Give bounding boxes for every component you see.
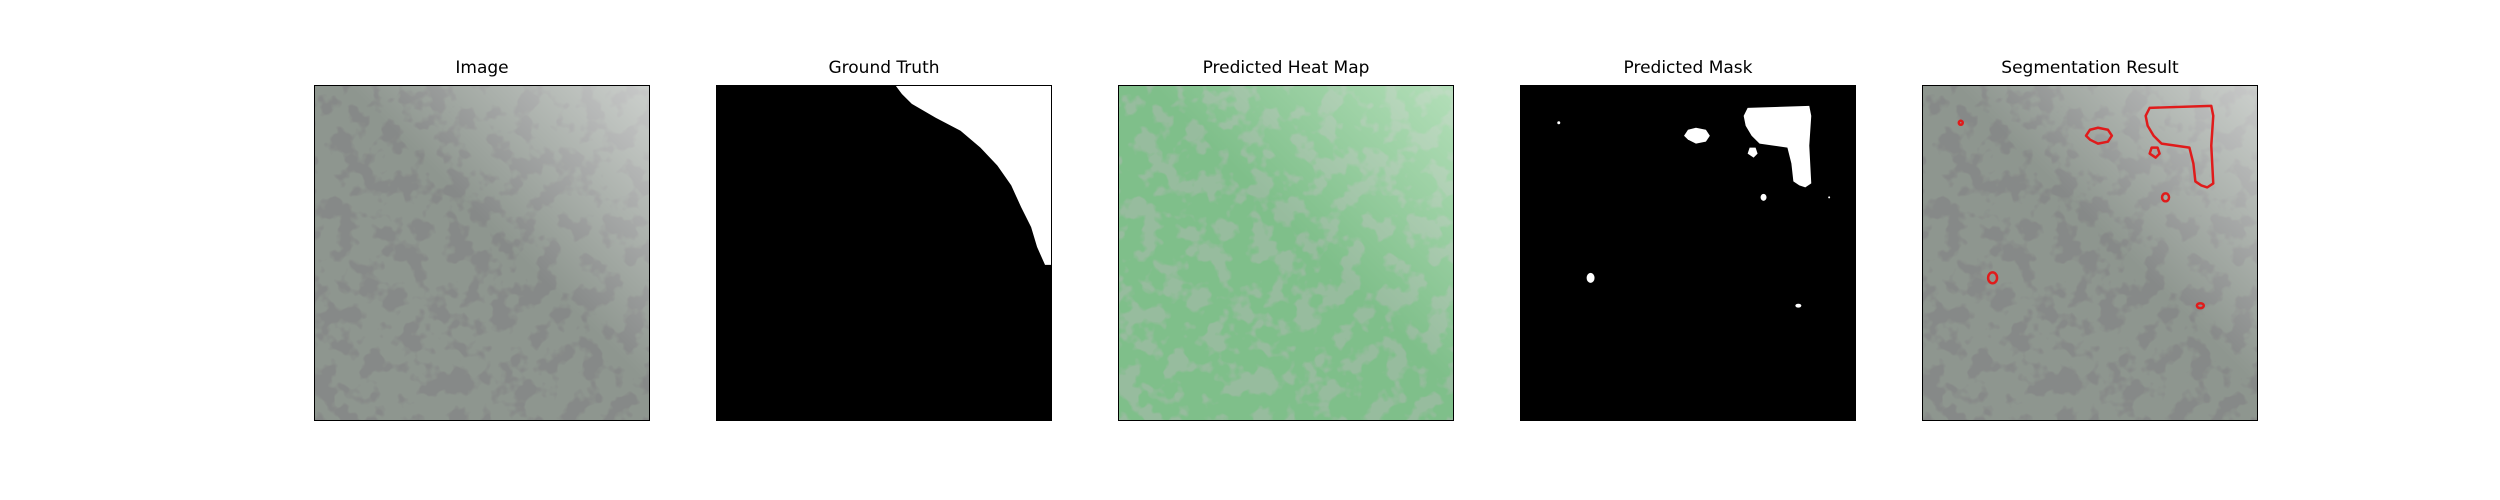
image-frame bbox=[314, 85, 650, 421]
ground-truth-frame bbox=[716, 85, 1052, 421]
segmentation-contours bbox=[1957, 104, 2215, 310]
predicted-mask-frame bbox=[1520, 85, 1856, 421]
panel-title-heat-map: Predicted Heat Map bbox=[1202, 58, 1370, 78]
segmentation-result-frame bbox=[1922, 85, 2258, 421]
texture-image bbox=[315, 86, 649, 420]
panel-title-predicted-mask: Predicted Mask bbox=[1623, 58, 1753, 78]
panel-segmentation-result: Segmentation Result bbox=[1922, 0, 2258, 500]
predicted-mask-image bbox=[1521, 86, 1855, 420]
panel-predicted-mask: Predicted Mask bbox=[1520, 0, 1856, 500]
panel-image: Image bbox=[314, 0, 650, 500]
heat-map-frame bbox=[1118, 85, 1454, 421]
panel-title-segmentation-result: Segmentation Result bbox=[2001, 58, 2179, 78]
panel-ground-truth: Ground Truth bbox=[716, 0, 1052, 500]
panel-heat-map: Predicted Heat Map bbox=[1118, 0, 1454, 500]
panel-title-image: Image bbox=[455, 58, 509, 78]
ground-truth-mask bbox=[717, 86, 1051, 420]
heat-map-image bbox=[1119, 86, 1453, 420]
panel-title-ground-truth: Ground Truth bbox=[828, 58, 940, 78]
segmentation-result-image bbox=[1923, 86, 2257, 420]
